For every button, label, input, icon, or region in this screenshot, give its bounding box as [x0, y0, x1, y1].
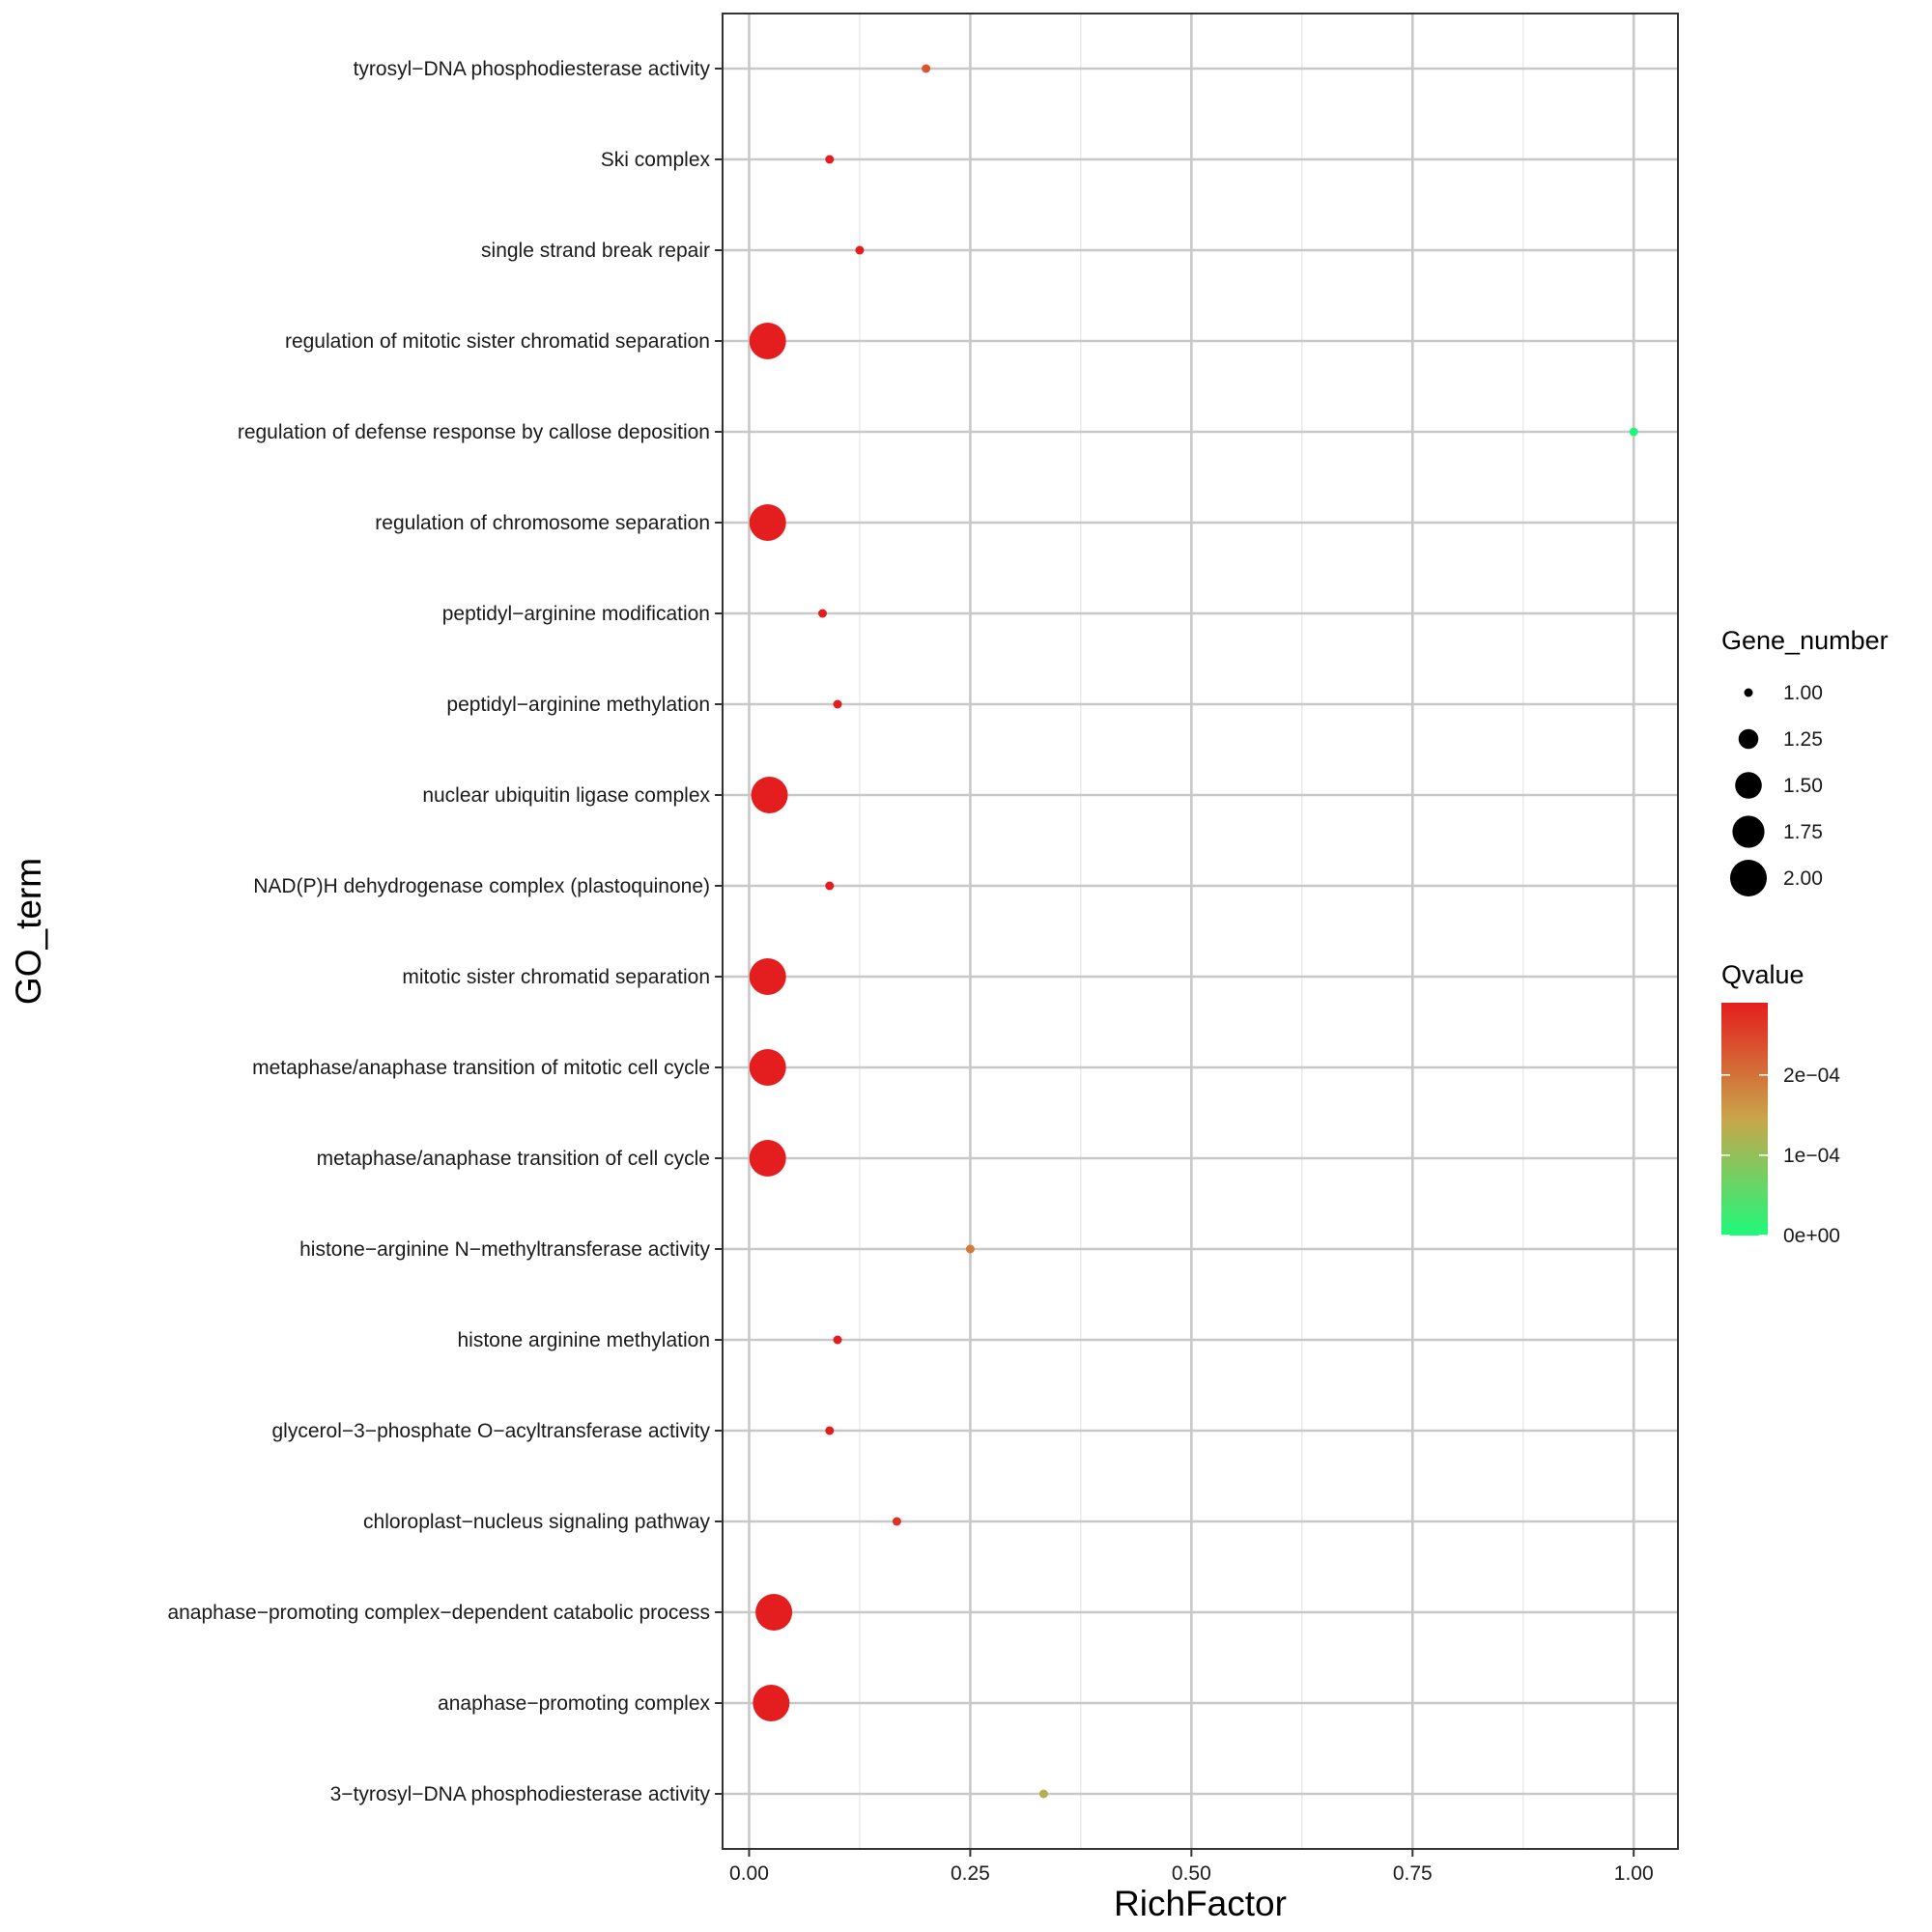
size-legend-key [1732, 815, 1765, 848]
qvalue-colorbar [1721, 1003, 1768, 1236]
data-point [833, 699, 842, 709]
size-legend-label: 1.50 [1783, 775, 1823, 797]
data-point [855, 245, 865, 255]
data-point [753, 1685, 790, 1721]
color-legend: Qvalue 0e+00 1e−04 2e−04 [1721, 960, 1840, 1247]
y-tick-label: single strand break repair [481, 240, 710, 262]
size-legend-label: 1.00 [1783, 682, 1823, 704]
size-legend-label: 1.25 [1783, 728, 1823, 751]
y-tick-label: histone arginine methylation [458, 1329, 711, 1351]
data-point [749, 1140, 786, 1177]
grid-lines [723, 14, 1678, 1849]
y-tick-label: regulation of mitotic sister chromatid s… [285, 330, 710, 353]
size-legend-label: 1.75 [1783, 821, 1823, 843]
y-tick-label: tyrosyl−DNA phosphodiesterase activity [354, 58, 711, 80]
y-tick-label: 3−tyrosyl−DNA phosphodiesterase activity [330, 1783, 711, 1805]
x-tick-label: 0.25 [951, 1862, 990, 1885]
size-legend-key [1730, 860, 1767, 896]
x-axis: 0.00 0.25 0.50 0.75 1.00 [729, 1849, 1654, 1885]
data-point [749, 958, 786, 995]
plot-panel-border [722, 13, 1679, 1850]
y-tick-label: peptidyl−arginine methylation [446, 694, 710, 716]
data-point [749, 504, 786, 541]
size-legend-title: Gene_number [1721, 626, 1889, 655]
size-legend: Gene_number 1.00 1.25 1.50 1.75 2.00 [1721, 626, 1889, 896]
size-legend-key [1738, 728, 1759, 750]
data-point [825, 881, 835, 891]
y-tick-label: anaphase−promoting complex−dependent cat… [167, 1602, 710, 1624]
data-point [1629, 427, 1638, 437]
y-tick-label: regulation of defense response by callos… [238, 421, 710, 443]
size-legend-key [1744, 688, 1753, 697]
y-tick-label: regulation of chromosome separation [375, 512, 710, 534]
y-tick-label: glycerol−3−phosphate O−acyltransferase a… [272, 1420, 711, 1442]
y-tick-label: NAD(P)H dehydrogenase complex (plastoqui… [253, 875, 710, 897]
y-tick-label: chloroplast−nucleus signaling pathway [363, 1511, 710, 1533]
y-tick-label: peptidyl−arginine modification [442, 603, 710, 625]
data-point [749, 1049, 786, 1086]
y-axis: 3−tyrosyl−DNA phosphodiesterase activity… [167, 58, 723, 1805]
data-point [1038, 1789, 1048, 1799]
y-tick-label: anaphase−promoting complex [438, 1692, 710, 1715]
data-point [965, 1244, 975, 1254]
data-point [817, 609, 827, 618]
data-point [833, 1335, 842, 1345]
colorbar-label: 2e−04 [1783, 1065, 1840, 1087]
size-legend-label: 2.00 [1783, 867, 1823, 890]
x-tick-label: 0.75 [1393, 1862, 1433, 1885]
x-tick-label: 0.50 [1172, 1862, 1211, 1885]
data-point [749, 323, 786, 359]
color-legend-title: Qvalue [1721, 960, 1804, 989]
data-point [751, 777, 788, 813]
y-tick-label: metaphase/anaphase transition of cell cy… [317, 1148, 710, 1170]
y-axis-title: GO_term [9, 858, 48, 1005]
y-tick-label: metaphase/anaphase transition of mitotic… [252, 1057, 710, 1079]
y-tick-label: mitotic sister chromatid separation [402, 966, 710, 988]
x-tick-label: 1.00 [1614, 1862, 1654, 1885]
colorbar-label: 1e−04 [1783, 1145, 1840, 1167]
x-tick-label: 0.00 [729, 1862, 769, 1885]
size-legend-key [1735, 772, 1762, 799]
y-tick-label: nuclear ubiquitin ligase complex [422, 784, 710, 807]
data-point [825, 1426, 835, 1435]
data-point [922, 64, 931, 73]
y-tick-label: Ski complex [601, 149, 711, 171]
x-axis-title: RichFactor [1114, 1884, 1287, 1923]
data-point [825, 155, 835, 164]
data-points [749, 64, 1638, 1799]
y-tick-label: histone−arginine N−methyltransferase act… [299, 1238, 710, 1261]
data-point [892, 1517, 901, 1526]
colorbar-label: 0e+00 [1783, 1225, 1840, 1247]
data-point [755, 1594, 793, 1631]
